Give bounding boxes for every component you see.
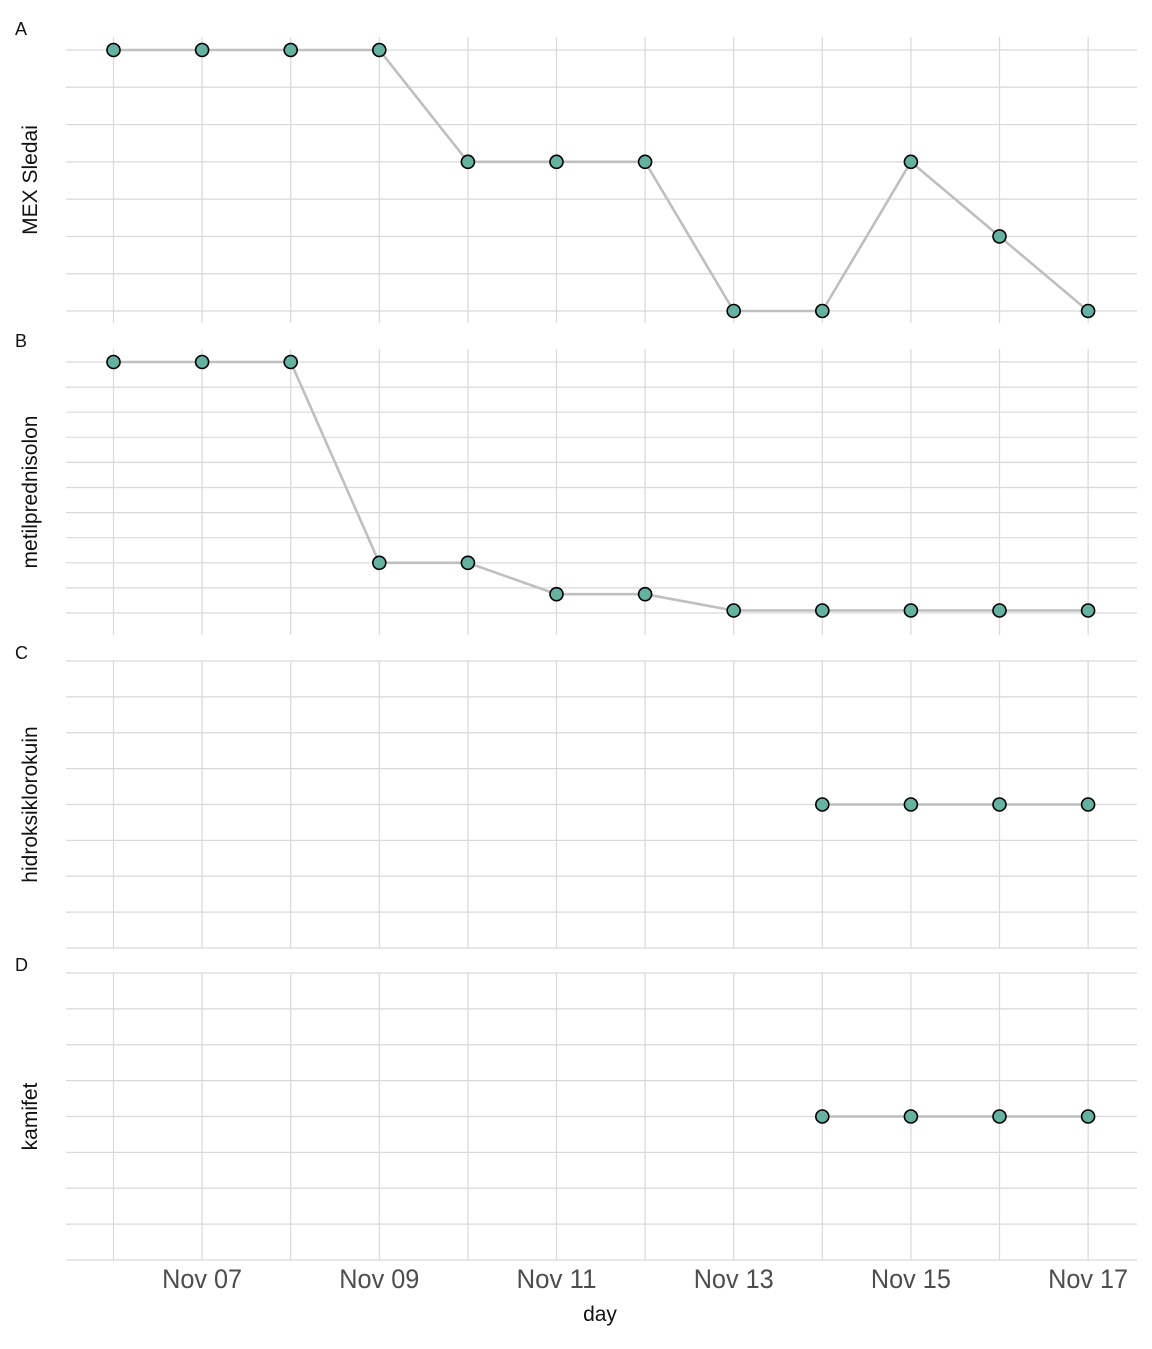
data-point	[106, 42, 121, 58]
data-point	[903, 1109, 919, 1124]
panel-letter: C	[15, 643, 28, 663]
panel-letter: A	[15, 19, 27, 39]
data-point	[371, 42, 387, 58]
data-point	[1080, 303, 1096, 319]
data-point	[460, 555, 476, 571]
data-point	[992, 1109, 1007, 1124]
data-point	[106, 354, 121, 370]
data-point	[460, 154, 476, 170]
x-tick-label: Nov 13	[694, 1264, 774, 1294]
data-point	[549, 586, 564, 602]
data-point	[814, 603, 830, 618]
data-point	[283, 354, 299, 370]
data-point	[992, 603, 1007, 618]
data-point	[637, 154, 653, 170]
data-point	[814, 797, 830, 812]
data-point	[194, 42, 210, 58]
x-axis-label: day	[583, 1303, 617, 1326]
x-tick-label: Nov 07	[162, 1264, 242, 1294]
series-line	[113, 360, 1089, 612]
y-axis-label: hidroksiklorokuin	[19, 726, 42, 882]
data-point	[992, 229, 1007, 244]
data-point	[992, 797, 1007, 812]
data-point	[1080, 603, 1096, 618]
data-point	[903, 797, 919, 812]
data-point	[283, 42, 299, 58]
data-point	[637, 586, 653, 602]
data-point	[903, 154, 919, 170]
x-tick-label: Nov 11	[517, 1264, 597, 1294]
data-point	[194, 354, 210, 370]
data-point	[814, 1109, 830, 1124]
data-point	[1080, 1109, 1096, 1124]
series-line	[113, 48, 1089, 313]
data-point	[371, 555, 387, 571]
data-point	[726, 303, 742, 319]
data-point	[549, 154, 564, 170]
panel-letter: D	[15, 955, 28, 975]
data-point	[726, 603, 742, 618]
data-point	[903, 603, 919, 618]
data-point	[814, 303, 830, 319]
panel-a: A MEX Sledai	[15, 19, 1137, 323]
y-axis-label: metilprednisolon	[19, 416, 42, 569]
x-tick-label: Nov 09	[339, 1264, 419, 1294]
x-tick-label: Nov 17	[1048, 1264, 1128, 1294]
y-axis-label: kamifet	[19, 1082, 42, 1150]
x-tick-label: Nov 15	[871, 1264, 951, 1294]
panel-letter: B	[15, 331, 27, 351]
data-point	[1080, 797, 1096, 812]
y-axis-label: MEX Sledai	[19, 125, 42, 235]
